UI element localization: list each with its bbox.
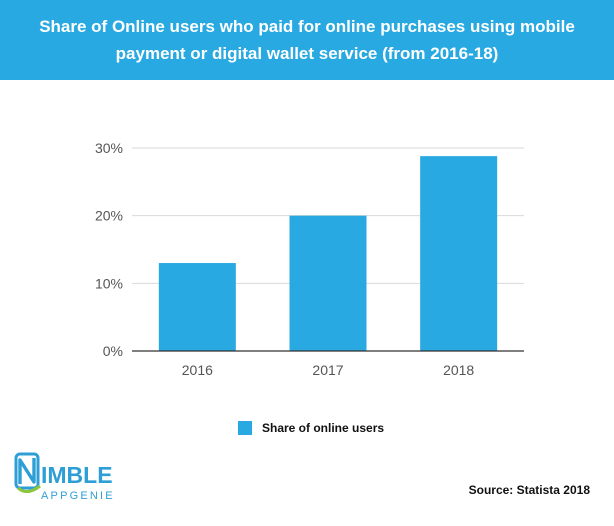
logo-word-2: APPGENIE — [41, 490, 115, 502]
x-tick-label: 2018 — [443, 362, 474, 378]
bar-2018 — [420, 156, 498, 351]
axes: 0% 10% 20% 30% 2016 2017 2018 — [95, 140, 524, 378]
y-tick-label: 30% — [95, 140, 123, 156]
chart-title-line-2: payment or digital wallet service (from … — [115, 44, 499, 63]
chart-legend: Share of online users — [238, 421, 384, 435]
logo-word-1: IMBLE — [41, 462, 113, 488]
source-note: Source: Statista 2018 — [468, 483, 590, 497]
legend-swatch — [238, 421, 252, 435]
bar-2017 — [289, 215, 367, 351]
x-tick-label: 2016 — [182, 362, 213, 378]
bar-2016 — [158, 263, 236, 351]
legend-label: Share of online users — [262, 421, 385, 435]
chart-title-line-1: Share of Online users who paid for onlin… — [39, 17, 575, 36]
bars — [158, 156, 498, 351]
nimble-appgenie-logo: IMBLE APPGENIE — [14, 452, 134, 510]
y-tick-label: 0% — [103, 343, 123, 359]
bar-chart: 0% 10% 20% 30% 2016 2017 2018 — [95, 140, 524, 378]
chart-header: Share of Online users who paid for onlin… — [0, 0, 614, 80]
y-tick-label: 10% — [95, 275, 123, 291]
x-tick-label: 2017 — [312, 362, 343, 378]
y-tick-label: 20% — [95, 208, 123, 224]
